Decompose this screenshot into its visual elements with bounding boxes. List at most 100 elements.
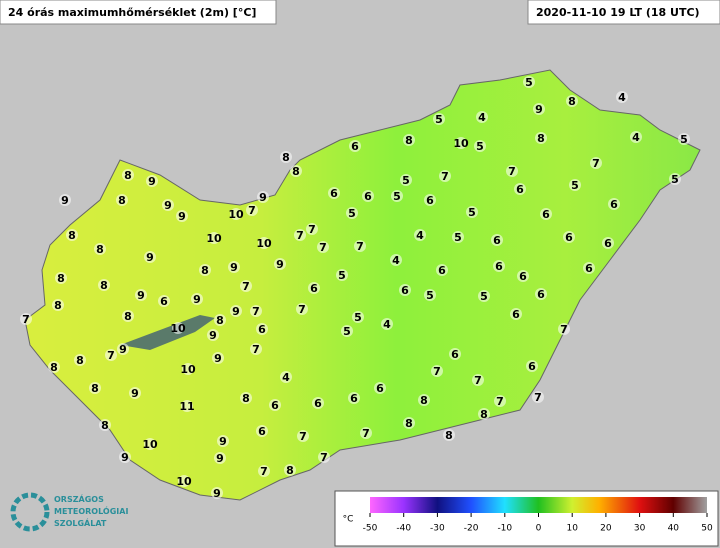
colorbar-tick-label: -10: [497, 524, 512, 534]
station-value: 4: [478, 111, 486, 124]
colorbar-tick-label: 0: [536, 524, 542, 534]
title-box: [0, 0, 277, 25]
station-value: 9: [193, 293, 201, 306]
station-value: 11: [179, 400, 194, 413]
station-marker: [590, 157, 602, 169]
station-value: 9: [213, 487, 221, 500]
title: 24 órás maximumhőmérséklet (2m) [°C]: [8, 6, 256, 19]
station-marker: [349, 140, 361, 152]
station-marker: [583, 262, 595, 274]
station-value: 5: [525, 76, 533, 89]
logo-text: METEOROLÓGIAI: [54, 505, 128, 516]
station-value: 9: [232, 305, 240, 318]
station-marker: [336, 269, 348, 281]
station-value: 9: [61, 194, 69, 207]
station-marker: [535, 288, 547, 300]
station-value: 7: [441, 170, 449, 183]
station-value: 8: [537, 132, 545, 145]
station-marker: [181, 400, 193, 412]
station-marker: [414, 229, 426, 241]
station-value: 8: [405, 134, 413, 147]
station-value: 9: [121, 451, 129, 464]
station-value: 7: [260, 465, 268, 478]
station-value: 9: [164, 199, 172, 212]
station-value: 5: [468, 206, 476, 219]
station-value: 8: [100, 279, 108, 292]
station-value: 6: [519, 270, 527, 283]
station-value: 6: [350, 392, 358, 405]
station-value: 6: [451, 348, 459, 361]
station-marker: [98, 279, 110, 291]
station-value: 4: [392, 254, 400, 267]
station-marker: [116, 194, 128, 206]
station-marker: [250, 305, 262, 317]
station-value: 4: [416, 229, 424, 242]
station-value: 6: [604, 237, 612, 250]
station-marker: [162, 199, 174, 211]
station-value: 7: [107, 349, 115, 362]
station-value: 7: [534, 391, 542, 404]
station-marker: [59, 194, 71, 206]
station-marker: [178, 475, 190, 487]
station-value: 8: [242, 392, 250, 405]
station-value: 5: [402, 174, 410, 187]
station-value: 8: [57, 272, 65, 285]
station-marker: [117, 343, 129, 355]
station-value: 5: [426, 289, 434, 302]
station-marker: [491, 234, 503, 246]
station-marker: [129, 387, 141, 399]
station-value: 8: [568, 95, 576, 108]
station-value: 9: [535, 103, 543, 116]
lake: [120, 315, 215, 350]
station-value: 8: [405, 417, 413, 430]
station-marker: [48, 361, 60, 373]
station-value: 9: [146, 251, 154, 264]
station-value: 8: [292, 165, 300, 178]
station-marker: [374, 382, 386, 394]
colorbar-tick-label: -50: [363, 524, 378, 534]
station-value: 9: [214, 352, 222, 365]
station-marker: [144, 438, 156, 450]
station-value: 7: [296, 229, 304, 242]
station-value: 8: [50, 361, 58, 374]
station-value: 7: [22, 313, 30, 326]
station-value: 10: [256, 237, 272, 250]
station-marker: [122, 169, 134, 181]
station-value: 9: [137, 289, 145, 302]
station-value: 7: [252, 343, 260, 356]
station-marker: [608, 198, 620, 210]
station-marker: [122, 310, 134, 322]
station-marker: [439, 170, 451, 182]
logo-mark: [10, 492, 50, 532]
colorbar-tick-label: 40: [668, 524, 680, 534]
timestamp: 2020-11-10 19 LT (18 UTC): [536, 6, 700, 19]
station-marker: [424, 289, 436, 301]
station-marker: [443, 429, 455, 441]
station-value: 10: [453, 137, 469, 150]
station-marker: [230, 305, 242, 317]
station-value: 6: [310, 282, 318, 295]
station-value: 9: [219, 435, 227, 448]
station-value: 8: [76, 354, 84, 367]
station-marker: [280, 371, 292, 383]
station-marker: [391, 190, 403, 202]
station-marker: [290, 165, 302, 177]
station-value: 6: [351, 140, 359, 153]
station-marker: [55, 272, 67, 284]
station-marker: [89, 382, 101, 394]
station-marker: [630, 131, 642, 143]
station-value: 10: [170, 322, 186, 335]
station-marker: [240, 280, 252, 292]
station-marker: [52, 299, 64, 311]
station-marker: [452, 231, 464, 243]
station-marker: [135, 289, 147, 301]
station-marker: [558, 323, 570, 335]
station-marker: [211, 487, 223, 499]
station-value: 7: [242, 280, 250, 293]
station-value: 8: [201, 264, 209, 277]
station-marker: [146, 175, 158, 187]
station-marker: [390, 254, 402, 266]
station-marker: [240, 392, 252, 404]
